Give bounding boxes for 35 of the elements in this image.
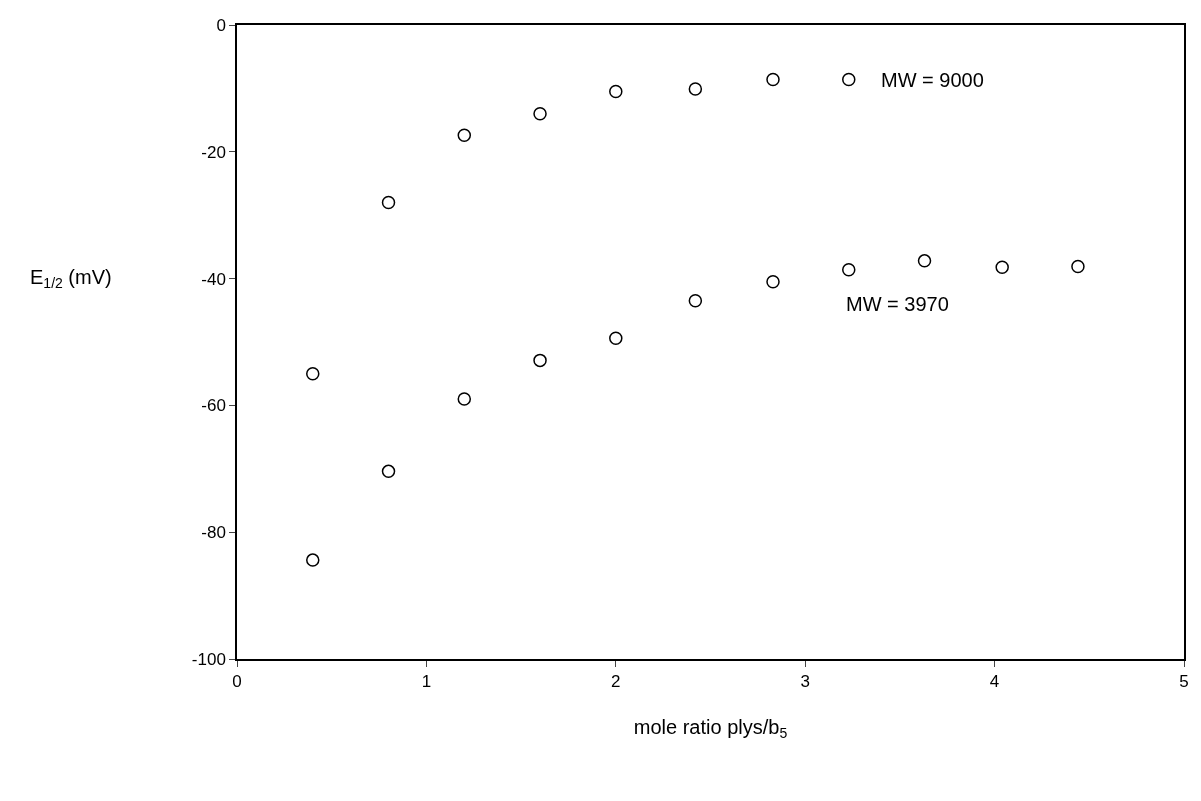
y-tick-label: 0 [216,15,226,35]
series-label: MW = 9000 [881,69,984,91]
y-tick-label: -60 [201,396,226,416]
point [766,275,780,289]
point [842,72,856,87]
point [306,553,320,567]
point [917,254,932,268]
point [995,260,1009,274]
point [842,262,856,277]
series-label: MW = 3970 [846,293,949,315]
y-tick-label: -100 [191,649,226,669]
y-axis-title: E$_{1/2}$ (mV) [30,266,112,292]
x-tick-label: 0 [232,672,242,692]
point [688,294,703,308]
point [1071,259,1085,274]
point [533,107,547,121]
point [766,72,780,87]
y-tick-label: -40 [201,269,226,289]
point [381,464,396,479]
point [688,82,703,96]
point [609,84,623,99]
y-tick-label: -20 [201,142,226,162]
point [306,366,320,381]
y-tick-label: -80 [201,523,226,543]
point [457,128,472,143]
point [457,392,472,406]
x-tick-label: 3 [800,672,810,692]
x-tick-label: 1 [421,672,432,692]
x-axis-title: mole ratio plys/b$_{5}$ [633,716,788,742]
point [609,331,623,345]
point [533,353,547,368]
x-tick-label: 2 [611,672,621,692]
x-tick-label: 4 [989,672,1000,692]
point [381,195,396,210]
x-tick-label: 5 [1179,672,1189,692]
